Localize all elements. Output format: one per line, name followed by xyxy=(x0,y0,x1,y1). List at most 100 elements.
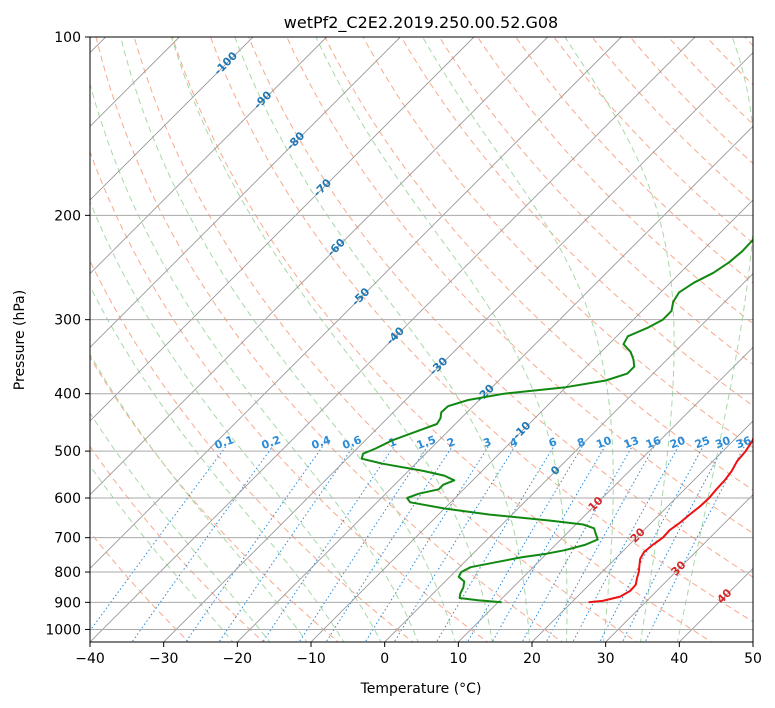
moist-adiabat xyxy=(90,285,345,642)
mixing-ratio-line xyxy=(491,445,606,642)
mixing-ratio-line xyxy=(521,445,633,642)
dry-adiabat xyxy=(90,259,414,642)
dry-adiabat xyxy=(90,150,489,642)
x-tick-label: −30 xyxy=(149,651,179,667)
isotherm xyxy=(384,273,753,642)
y-tick-label: 900 xyxy=(54,595,81,611)
dry-adiabat xyxy=(705,37,753,86)
y-tick-label: 800 xyxy=(54,565,81,581)
isotherm xyxy=(531,420,753,642)
y-tick-label: 500 xyxy=(54,444,81,460)
mixing-ratio-label: 0.6 xyxy=(341,433,364,452)
y-axis-ticks: 100 200 300 400 500 600 700 800 900 1000 xyxy=(45,30,90,638)
mixing-ratio-line xyxy=(325,445,454,642)
isotherm xyxy=(679,567,753,642)
mixing-ratio-line xyxy=(599,445,704,642)
dry-adiabat xyxy=(90,445,265,642)
mixing-ratio-label: 3 xyxy=(481,435,493,450)
mixing-ratio-labels: 0.1 0.2 0.4 0.6 1 1.5 2 3 4 6 8 10 13 16 20 25 30 36 xyxy=(213,433,753,452)
isotherm-label: -90 xyxy=(251,88,274,111)
mixing-ratio-line xyxy=(364,445,490,642)
mixing-ratio-label: 25 xyxy=(693,434,712,451)
mixing-ratio-line xyxy=(218,445,355,642)
mixing-ratio-line xyxy=(466,445,584,642)
x-tick-label: 20 xyxy=(523,651,541,667)
moist-adiabat xyxy=(120,37,456,642)
moist-adiabat xyxy=(90,412,271,642)
mixing-ratio-line xyxy=(393,445,516,642)
isotherm xyxy=(90,37,548,496)
isotherm-label: -60 xyxy=(325,236,348,259)
y-tick-label: 700 xyxy=(54,531,81,547)
x-tick-label: 50 xyxy=(744,651,762,667)
x-tick-label: 10 xyxy=(449,651,467,667)
moist-adiabat xyxy=(90,81,419,642)
dry-adiabat xyxy=(667,37,753,125)
y-tick-label: 100 xyxy=(54,30,81,46)
mixing-ratio-label: 13 xyxy=(622,434,641,451)
y-tick-label: 400 xyxy=(54,387,81,403)
mixing-ratio-label: 8 xyxy=(575,435,587,450)
chart-title: wetPf2_C2E2.2019.250.00.52.G08 xyxy=(284,13,558,33)
mixing-ratio-label: 10 xyxy=(595,434,614,452)
isotherm-label: -100 xyxy=(211,49,240,78)
moist-adiabat xyxy=(422,37,614,642)
x-tick-label: 30 xyxy=(597,651,615,667)
isotherm xyxy=(90,37,696,642)
mixing-ratio-line xyxy=(644,445,746,642)
isotherm xyxy=(458,346,753,642)
isotherm-label: 20 xyxy=(628,525,648,545)
x-tick-label: 40 xyxy=(670,651,688,667)
mixing-ratio-label: 6 xyxy=(547,435,559,450)
isotherm xyxy=(90,37,327,275)
mixing-ratio-line xyxy=(298,445,429,642)
dry-adiabat xyxy=(438,37,753,366)
y-tick-label: 300 xyxy=(54,313,81,329)
x-tick-label: −20 xyxy=(223,651,253,667)
temperature-line xyxy=(588,436,753,604)
pressure-grid xyxy=(90,37,753,630)
mixing-ratio-label: 30 xyxy=(713,434,732,452)
dry-adiabat xyxy=(770,24,775,645)
moist-adiabat xyxy=(90,200,382,642)
isotherm xyxy=(310,199,753,642)
isotherm-label: -70 xyxy=(311,176,334,199)
mixing-ratio-line xyxy=(545,445,656,642)
mixing-ratio-line xyxy=(572,445,680,642)
x-tick-label: −40 xyxy=(75,651,105,667)
x-axis-label: Temperature (°C) xyxy=(360,681,482,697)
y-tick-label: 600 xyxy=(54,491,81,507)
isotherm-label: -80 xyxy=(284,129,307,152)
moist-adiabat xyxy=(315,37,568,642)
isotherm-label: -50 xyxy=(349,285,372,308)
mixing-ratio-line xyxy=(262,445,395,642)
dry-adiabat xyxy=(744,37,753,47)
mixing-ratio-label: 16 xyxy=(644,434,663,452)
isotherm xyxy=(752,641,753,642)
plot-frame xyxy=(89,36,754,643)
dry-adiabat xyxy=(477,37,753,325)
isotherm xyxy=(90,37,475,422)
mixing-ratio-label: 2 xyxy=(445,435,457,450)
isotherm xyxy=(90,37,401,348)
isotherm xyxy=(605,494,753,642)
isotherm xyxy=(90,37,254,201)
profile-series xyxy=(360,238,753,604)
mixing-ratio-label: 4 xyxy=(508,435,520,450)
mixing-ratio-line xyxy=(131,445,274,642)
mixing-ratio-label: 20 xyxy=(668,434,687,452)
dry-adiabat xyxy=(90,531,190,642)
mixing-ratio-label: 1.5 xyxy=(415,433,438,452)
y-axis-label: Pressure (hPa) xyxy=(12,290,28,390)
moist-adiabat xyxy=(171,37,493,642)
x-axis-ticks: −40 −30 −20 −10 0 10 20 30 40 50 xyxy=(75,642,762,667)
moist-adiabat xyxy=(90,353,308,642)
x-tick-label: −10 xyxy=(296,651,326,667)
moist-adiabat xyxy=(90,464,234,642)
isotherm xyxy=(163,52,753,642)
mixing-ratio-line xyxy=(185,445,324,642)
isotherm-label: -20 xyxy=(474,381,497,404)
